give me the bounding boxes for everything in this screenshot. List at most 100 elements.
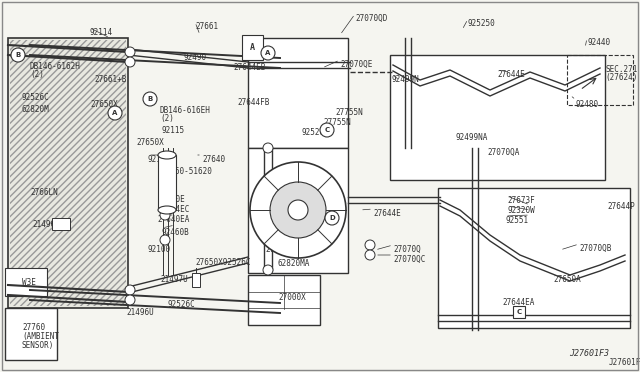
- Text: 27640EA: 27640EA: [157, 215, 189, 224]
- Text: C: C: [324, 127, 330, 133]
- Bar: [5, 268, 47, 296]
- Text: 92490: 92490: [183, 53, 206, 62]
- Circle shape: [125, 285, 135, 295]
- Bar: [248, 275, 320, 325]
- Bar: [438, 188, 630, 328]
- Bar: [248, 38, 348, 148]
- Text: (2): (2): [160, 114, 174, 123]
- Text: 27070QA: 27070QA: [487, 148, 520, 157]
- Text: 27755N: 27755N: [323, 118, 351, 127]
- Bar: [158, 155, 176, 210]
- Bar: [13, 330, 23, 338]
- Text: 92100: 92100: [148, 245, 171, 254]
- Text: 62820MA: 62820MA: [277, 259, 309, 268]
- Bar: [25, 330, 35, 338]
- Text: J27601F3: J27601F3: [609, 358, 640, 367]
- Text: 27070QB: 27070QB: [579, 244, 611, 253]
- Text: (2): (2): [30, 70, 44, 79]
- Circle shape: [125, 295, 135, 305]
- Text: 27640E: 27640E: [157, 195, 185, 204]
- Text: C: C: [516, 309, 522, 315]
- Text: B: B: [15, 52, 20, 58]
- Text: 27661+B: 27661+B: [94, 75, 126, 84]
- Circle shape: [250, 162, 346, 258]
- Text: 92440: 92440: [587, 38, 610, 47]
- Bar: [52, 218, 70, 230]
- Text: 92551: 92551: [505, 216, 528, 225]
- Text: 27644EB: 27644EB: [233, 63, 266, 72]
- Circle shape: [261, 46, 275, 60]
- Text: 92114: 92114: [90, 28, 113, 37]
- Circle shape: [160, 155, 170, 165]
- Text: SEC.271: SEC.271: [605, 65, 637, 74]
- Text: 92526C: 92526C: [22, 93, 50, 102]
- Text: 21496U: 21496U: [32, 220, 60, 229]
- Text: 27644E: 27644E: [373, 209, 401, 218]
- Text: A: A: [112, 110, 118, 116]
- Text: 27661: 27661: [195, 22, 218, 31]
- Text: 27640: 27640: [202, 155, 225, 164]
- Bar: [25, 320, 35, 328]
- Circle shape: [108, 106, 122, 120]
- Circle shape: [143, 92, 157, 106]
- Circle shape: [160, 235, 170, 245]
- Text: 27650X92526C: 27650X92526C: [195, 258, 250, 267]
- Text: 92526C: 92526C: [302, 128, 330, 137]
- Text: (1): (1): [162, 175, 176, 184]
- Text: SENSOR): SENSOR): [22, 341, 54, 350]
- Text: 27760: 27760: [22, 323, 45, 332]
- Bar: [567, 55, 633, 105]
- Bar: [513, 306, 525, 318]
- Text: 92499N: 92499N: [392, 75, 420, 84]
- Circle shape: [365, 250, 375, 260]
- Text: 92460B: 92460B: [162, 228, 189, 237]
- Circle shape: [320, 123, 334, 137]
- Text: 27070QE: 27070QE: [340, 60, 372, 69]
- Text: W3E: W3E: [22, 278, 36, 287]
- Text: 92480: 92480: [576, 100, 599, 109]
- Text: B: B: [147, 96, 152, 102]
- Circle shape: [325, 211, 339, 225]
- Bar: [248, 148, 348, 273]
- Bar: [8, 38, 128, 308]
- Text: 27000X: 27000X: [278, 293, 306, 302]
- Bar: [10, 40, 126, 306]
- Text: 27644EA: 27644EA: [502, 298, 534, 307]
- Bar: [9, 316, 43, 344]
- Text: 92526C: 92526C: [168, 300, 196, 309]
- Text: DB146-6162H: DB146-6162H: [30, 62, 81, 71]
- Text: 92136N: 92136N: [148, 155, 176, 164]
- Text: (AMBIENT: (AMBIENT: [22, 332, 59, 341]
- Bar: [192, 273, 200, 287]
- Circle shape: [288, 200, 308, 220]
- Text: 27650A: 27650A: [553, 275, 580, 284]
- Text: 62820M: 62820M: [22, 105, 50, 114]
- Text: 92115: 92115: [162, 126, 185, 135]
- Text: 27650X: 27650X: [90, 100, 118, 109]
- Text: A: A: [250, 43, 255, 52]
- Ellipse shape: [158, 151, 176, 159]
- Circle shape: [263, 143, 273, 153]
- Text: SEC.274: SEC.274: [294, 224, 326, 233]
- Text: 27650X: 27650X: [136, 138, 164, 147]
- Text: 21497U: 21497U: [160, 275, 188, 284]
- Circle shape: [365, 240, 375, 250]
- Text: 27070Q: 27070Q: [393, 245, 420, 254]
- Text: 925250: 925250: [468, 19, 496, 28]
- Text: 27661+A: 27661+A: [265, 245, 298, 254]
- Text: J27601F3: J27601F3: [569, 349, 609, 358]
- Bar: [390, 55, 605, 180]
- Text: 27644E: 27644E: [497, 70, 525, 79]
- Circle shape: [11, 48, 25, 62]
- Circle shape: [125, 57, 135, 67]
- Text: (27624): (27624): [605, 73, 637, 82]
- Text: 27070QC: 27070QC: [393, 255, 426, 264]
- Circle shape: [270, 182, 326, 238]
- Text: 27673F: 27673F: [507, 196, 535, 205]
- Text: 92320W: 92320W: [508, 206, 536, 215]
- Text: 27755N: 27755N: [335, 108, 363, 117]
- Circle shape: [160, 210, 170, 220]
- Text: A: A: [266, 50, 271, 56]
- Text: 08360-51620: 08360-51620: [162, 167, 213, 176]
- Text: 27644P: 27644P: [607, 202, 635, 211]
